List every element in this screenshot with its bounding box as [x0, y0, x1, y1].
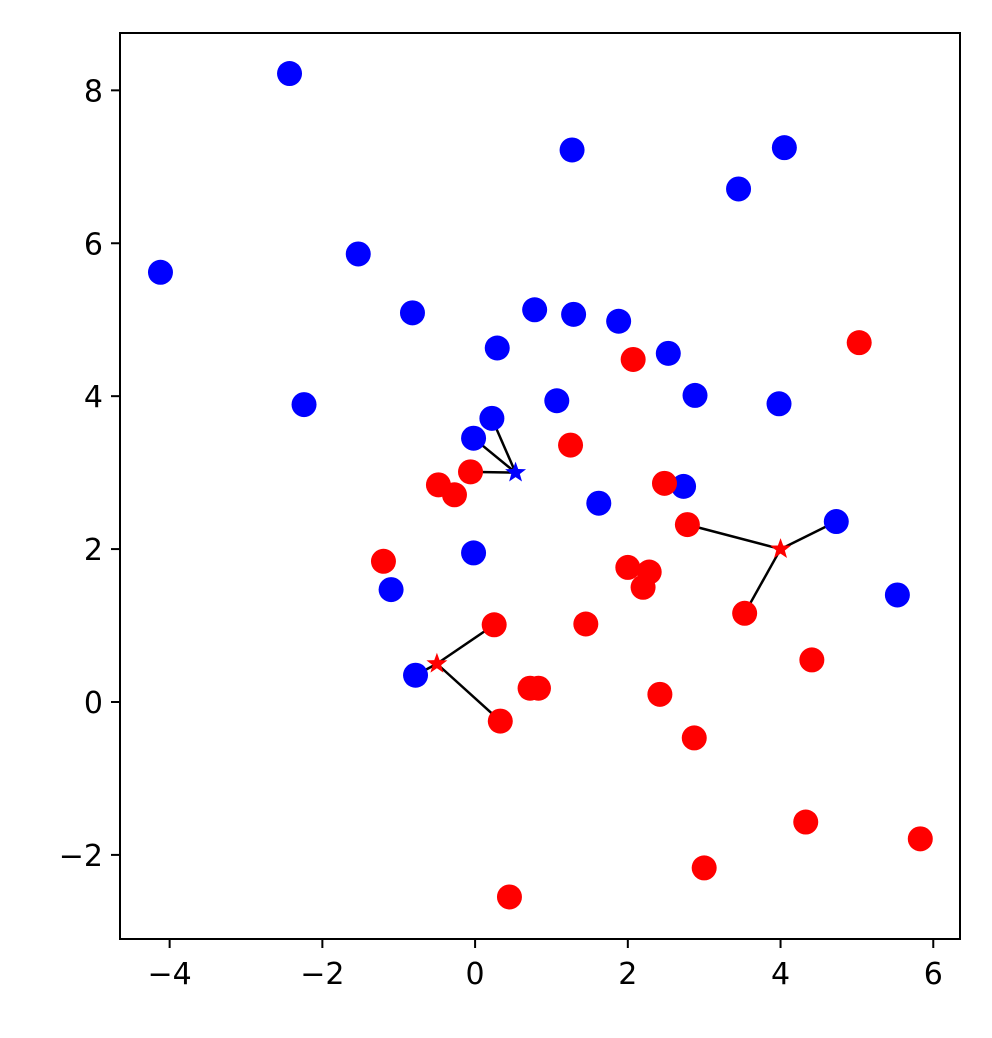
x-tick-label: 4	[771, 957, 790, 992]
blue-point	[726, 176, 752, 202]
red-point	[907, 826, 933, 852]
y-tick-label: −2	[59, 839, 103, 874]
x-tick-label: −4	[148, 957, 192, 992]
blue-point	[522, 297, 548, 323]
blue-point	[345, 241, 371, 267]
red-point	[496, 884, 522, 910]
red-point	[647, 681, 673, 707]
y-axis-ticks: −2 0 2 4 6 8	[59, 74, 120, 874]
red-point	[846, 330, 872, 356]
red-point	[630, 574, 656, 600]
y-tick-label: 4	[84, 380, 103, 415]
blue-point	[884, 582, 910, 608]
y-tick-label: 0	[84, 686, 103, 721]
query-markers	[426, 461, 792, 673]
neighbor-edge-1	[687, 523, 781, 551]
blue-point	[277, 61, 303, 87]
blue-point	[606, 308, 632, 334]
red-point	[651, 470, 677, 496]
blue-point	[399, 300, 425, 326]
x-tick-label: 2	[618, 957, 637, 992]
red-point	[370, 548, 396, 574]
blue-point	[291, 392, 317, 418]
blue-point	[586, 490, 612, 516]
blue-point	[682, 382, 708, 408]
blue-point	[561, 301, 587, 327]
y-tick-label: 2	[84, 533, 103, 568]
plot-area	[120, 33, 960, 939]
data-points	[147, 61, 933, 910]
blue-point	[403, 662, 429, 688]
neighbor-edge-2	[436, 662, 502, 723]
blue-point	[479, 405, 505, 431]
red-point	[793, 809, 819, 835]
blue-point	[559, 137, 585, 163]
red-point	[620, 346, 646, 372]
red-query-star	[426, 652, 448, 673]
red-point	[458, 459, 484, 485]
red-point	[681, 725, 707, 751]
x-axis-ticks: −4 −2 0 2 4 6	[148, 939, 943, 992]
blue-point	[655, 340, 681, 366]
red-point	[691, 855, 717, 881]
red-point	[441, 482, 467, 508]
blue-point	[461, 425, 487, 451]
x-tick-label: −2	[300, 957, 344, 992]
blue-point	[766, 391, 792, 417]
red-point	[481, 612, 507, 638]
red-point	[799, 647, 825, 673]
y-tick-label: 6	[84, 227, 103, 262]
blue-point	[771, 135, 797, 161]
red-point	[573, 611, 599, 637]
blue-point	[544, 388, 570, 414]
neighbor-edges	[414, 417, 837, 723]
blue-point	[378, 577, 404, 603]
blue-point	[823, 509, 849, 535]
red-point	[732, 600, 758, 626]
red-point	[525, 675, 551, 701]
x-tick-label: 6	[924, 957, 943, 992]
x-tick-label: 0	[466, 957, 485, 992]
red-query-star	[770, 538, 792, 558]
blue-point	[147, 259, 173, 285]
blue-query-star	[505, 461, 527, 482]
plot-frame	[119, 32, 961, 940]
red-point	[487, 708, 513, 734]
red-point	[674, 512, 700, 538]
blue-point	[671, 473, 697, 499]
red-point	[615, 554, 641, 580]
red-point	[558, 432, 584, 458]
y-tick-label: 8	[84, 74, 103, 109]
blue-point	[461, 540, 487, 566]
blue-point	[484, 335, 510, 361]
